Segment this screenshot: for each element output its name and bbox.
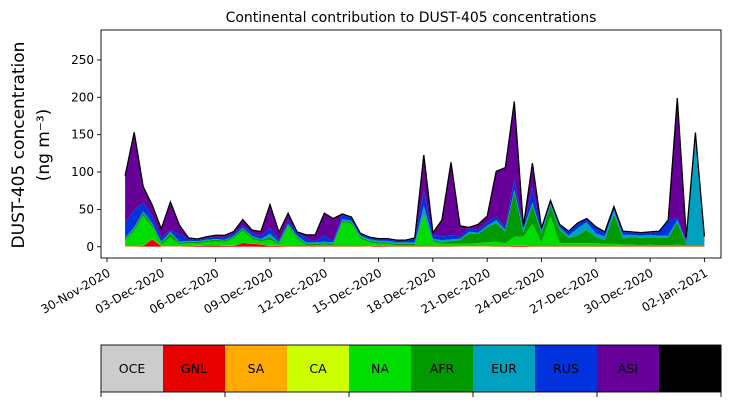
legend-label-rus: RUS xyxy=(553,361,579,376)
y-tick-label: 0 xyxy=(86,240,94,254)
y-tick-label: 150 xyxy=(71,128,94,142)
y-axis-label-line2: (ng m⁻³) xyxy=(34,109,54,182)
legend-label-na: NA xyxy=(371,361,389,376)
legend-swatch-asi xyxy=(597,345,660,392)
legend-swatch-afr xyxy=(411,345,474,392)
legend-label-gnl: GNL xyxy=(181,361,207,376)
legend-label-oce: OCE xyxy=(119,361,146,376)
y-tick-label: 250 xyxy=(71,53,94,67)
plot-frame xyxy=(100,29,722,259)
legend-label-aus: AUS xyxy=(677,361,703,376)
total-outline-line xyxy=(124,98,706,241)
legend-frame xyxy=(100,344,722,393)
legend-swatch-gnl xyxy=(163,345,226,392)
legend-label-sa: SA xyxy=(248,361,265,376)
legend-swatch-na xyxy=(349,345,412,392)
legend-label-asi: ASI xyxy=(618,361,638,376)
legend-colorbar: OCE GNL SA CA NA AFR EUR RUS ASI AUS xyxy=(100,344,722,397)
legend-swatch-sa xyxy=(225,345,288,392)
plot-area xyxy=(124,98,706,247)
x-axis: 30-Nov-202003-Dec-202006-Dec-202009-Dec-… xyxy=(39,258,710,317)
y-axis-label: DUST-405 concentration (ng m⁻³) xyxy=(9,42,54,249)
legend-swatch-oce xyxy=(101,345,164,392)
legend-swatch-ca xyxy=(287,345,350,392)
legend-swatch-rus xyxy=(535,345,598,392)
area-series-afr xyxy=(125,191,705,246)
legend-label-ca: CA xyxy=(309,361,327,376)
y-axis-label-line1: DUST-405 concentration xyxy=(9,42,29,249)
legend-swatch-aus xyxy=(659,345,722,392)
y-tick-label: 100 xyxy=(71,165,94,179)
legend-label-afr: AFR xyxy=(430,361,455,376)
y-tick-label: 50 xyxy=(79,202,94,216)
chart-title: Continental contribution to DUST-405 con… xyxy=(226,10,597,26)
y-tick-label: 200 xyxy=(71,90,94,104)
legend-label-eur: EUR xyxy=(491,361,517,376)
area-series-rus xyxy=(125,136,705,244)
y-axis: 0 50 100 150 200 250 xyxy=(71,53,101,254)
legend-swatch-eur xyxy=(473,345,536,392)
